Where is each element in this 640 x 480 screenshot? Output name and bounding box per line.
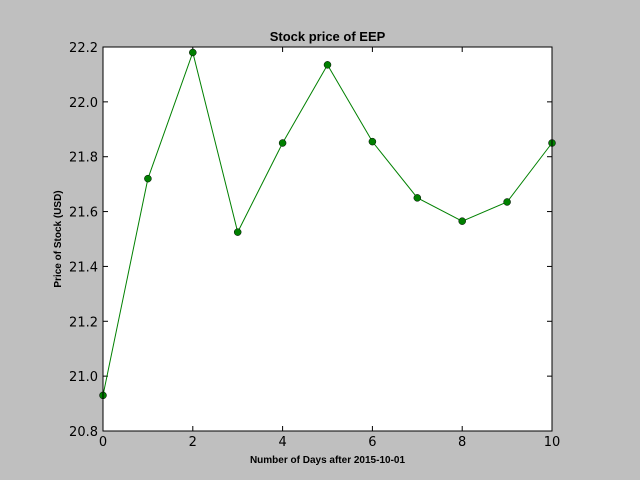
y-tick-label: 20.8 (69, 425, 98, 440)
data-point-marker (368, 137, 377, 146)
x-tick-label: 8 (458, 435, 466, 450)
y-tick-label: 21.4 (69, 260, 98, 275)
x-axis-label: Number of Days after 2015-10-01 (250, 455, 406, 466)
plot-area (103, 47, 552, 431)
data-point-marker (413, 194, 422, 202)
data-point-marker (503, 198, 511, 206)
data-point-marker (144, 174, 152, 183)
y-tick-label: 21.8 (69, 151, 98, 166)
data-point-marker (458, 217, 466, 225)
data-point-marker (278, 139, 287, 147)
y-tick-label: 21.0 (69, 370, 98, 385)
y-tick-label: 22.2 (69, 41, 98, 56)
x-tick-label: 2 (189, 435, 197, 450)
x-tick-label: 0 (99, 435, 107, 450)
x-tick-label: 4 (278, 435, 286, 450)
y-tick-label: 21.2 (69, 315, 98, 330)
x-tick-label: 6 (368, 435, 376, 450)
data-point-marker (233, 228, 242, 236)
x-tick-label: 10 (544, 435, 561, 450)
y-axis-label: Price of Stock (USD) (53, 190, 64, 287)
y-tick-label: 21.6 (69, 206, 98, 221)
chart-title: Stock price of EEP (270, 29, 386, 44)
data-point-marker (189, 48, 197, 57)
data-point-marker (323, 61, 332, 69)
y-axis-ticks: 20.8 21.0 21.2 21.4 21.6 21.8 22.0 22.2 (69, 41, 552, 440)
price-series-markers (99, 48, 556, 400)
y-tick-label: 22.0 (69, 96, 98, 111)
plot-frame (102, 46, 553, 432)
